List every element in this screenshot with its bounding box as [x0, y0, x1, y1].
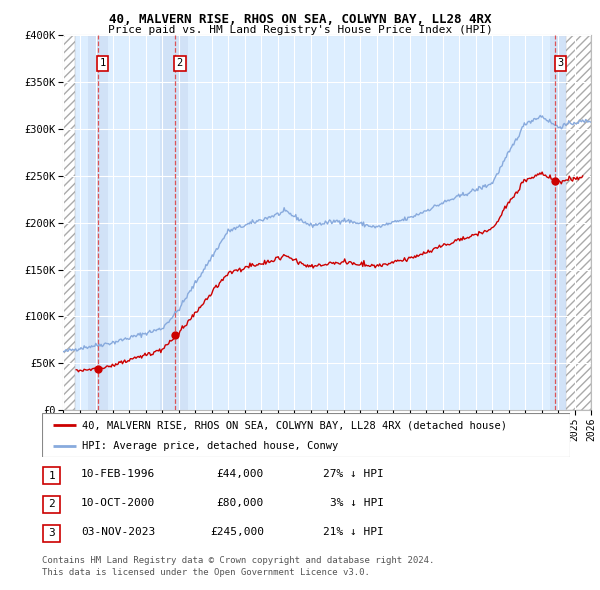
- Bar: [160, 35, 188, 410]
- Text: 1: 1: [48, 471, 55, 480]
- Text: 3: 3: [557, 58, 563, 68]
- Text: 40, MALVERN RISE, RHOS ON SEA, COLWYN BAY, LL28 4RX: 40, MALVERN RISE, RHOS ON SEA, COLWYN BA…: [109, 13, 491, 26]
- Text: This data is licensed under the Open Government Licence v3.0.: This data is licensed under the Open Gov…: [42, 568, 370, 577]
- Text: 10-FEB-1996: 10-FEB-1996: [81, 470, 155, 479]
- Text: 3: 3: [48, 529, 55, 538]
- Text: 40, MALVERN RISE, RHOS ON SEA, COLWYN BAY, LL28 4RX (detached house): 40, MALVERN RISE, RHOS ON SEA, COLWYN BA…: [82, 421, 506, 430]
- Text: 3% ↓ HPI: 3% ↓ HPI: [330, 499, 384, 508]
- Text: HPI: Average price, detached house, Conwy: HPI: Average price, detached house, Conw…: [82, 441, 338, 451]
- Bar: [63, 35, 76, 410]
- Text: £80,000: £80,000: [217, 499, 264, 508]
- Text: £245,000: £245,000: [210, 527, 264, 537]
- Text: 2: 2: [176, 58, 183, 68]
- Text: 1: 1: [100, 58, 106, 68]
- Text: £44,000: £44,000: [217, 470, 264, 479]
- Text: 27% ↓ HPI: 27% ↓ HPI: [323, 470, 384, 479]
- Text: 10-OCT-2000: 10-OCT-2000: [81, 499, 155, 508]
- Bar: [566, 35, 591, 410]
- Text: Contains HM Land Registry data © Crown copyright and database right 2024.: Contains HM Land Registry data © Crown c…: [42, 556, 434, 565]
- Text: 2: 2: [48, 500, 55, 509]
- Bar: [550, 35, 566, 410]
- Text: 03-NOV-2023: 03-NOV-2023: [81, 527, 155, 537]
- Text: 21% ↓ HPI: 21% ↓ HPI: [323, 527, 384, 537]
- Text: Price paid vs. HM Land Registry's House Price Index (HPI): Price paid vs. HM Land Registry's House …: [107, 25, 493, 35]
- Bar: [88, 35, 107, 410]
